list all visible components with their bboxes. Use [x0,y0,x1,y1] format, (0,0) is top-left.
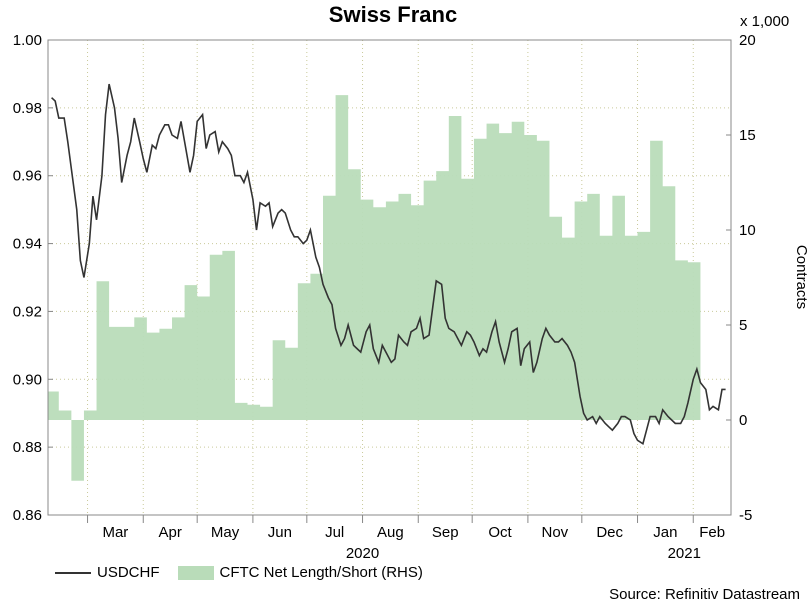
month-label: Feb [699,524,725,541]
month-label: Oct [488,524,512,541]
left-tick-label: 0.98 [13,100,42,117]
month-label: Dec [596,524,623,541]
legend: USDCHF CFTC Net Length/Short (RHS) [55,564,441,581]
cftc-area-layer [48,95,731,481]
plot-frame [47,39,732,516]
month-label: Mar [102,524,128,541]
month-label: Jun [268,524,292,541]
right-tick-label: 5 [739,317,747,334]
cftc-area [48,95,731,481]
legend-area-swatch [177,565,214,580]
right-tick-label: 10 [739,222,756,239]
legend-label-usdchf: USDCHF [97,564,160,581]
left-tick-label: 0.90 [13,371,42,388]
month-label: Apr [159,524,182,541]
month-label: Nov [542,524,569,541]
right-axis-multiplier: x 1,000 [740,13,789,30]
legend-item-usdchf: USDCHF [55,564,160,581]
usdchf-line-layer [51,83,726,446]
chart-title: Swiss Franc [329,2,457,27]
month-label: May [211,524,240,541]
legend-item-cftc: CFTC Net Length/Short (RHS) [177,564,423,581]
legend-line-swatch [55,571,91,574]
right-tick-label: 0 [739,412,747,429]
source-note: Source: Refinitiv Datastream [609,586,800,603]
month-label: Aug [377,524,404,541]
right-tick-label: 20 [739,32,756,49]
legend-label-cftc: CFTC Net Length/Short (RHS) [219,564,423,581]
left-tick-label: 0.92 [13,303,42,320]
right-axis-label: Contracts [793,245,810,309]
month-label: Sep [432,524,459,541]
left-tick-label: 0.96 [13,168,42,185]
right-tick-label: 15 [739,127,756,144]
left-axis: 0.86 0.88 0.90 0.92 0.94 0.96 0.98 1.00 [13,32,53,524]
left-tick-label: 0.94 [13,236,42,253]
left-tick-label: 0.88 [13,439,42,456]
x-axis: Mar Apr May Jun Jul Aug Sep Oct Nov Dec Jan Feb 2020… [87,515,725,562]
usdchf-line [51,83,726,446]
right-axis: -5 0 5 10 15 20 [726,32,756,524]
year-label: 2021 [668,545,701,562]
month-label: Jan [653,524,677,541]
month-label: Jul [325,524,344,541]
right-tick-label: -5 [739,507,752,524]
left-tick-label: 1.00 [13,32,42,49]
year-label: 2020 [346,545,379,562]
left-tick-label: 0.86 [13,507,42,524]
